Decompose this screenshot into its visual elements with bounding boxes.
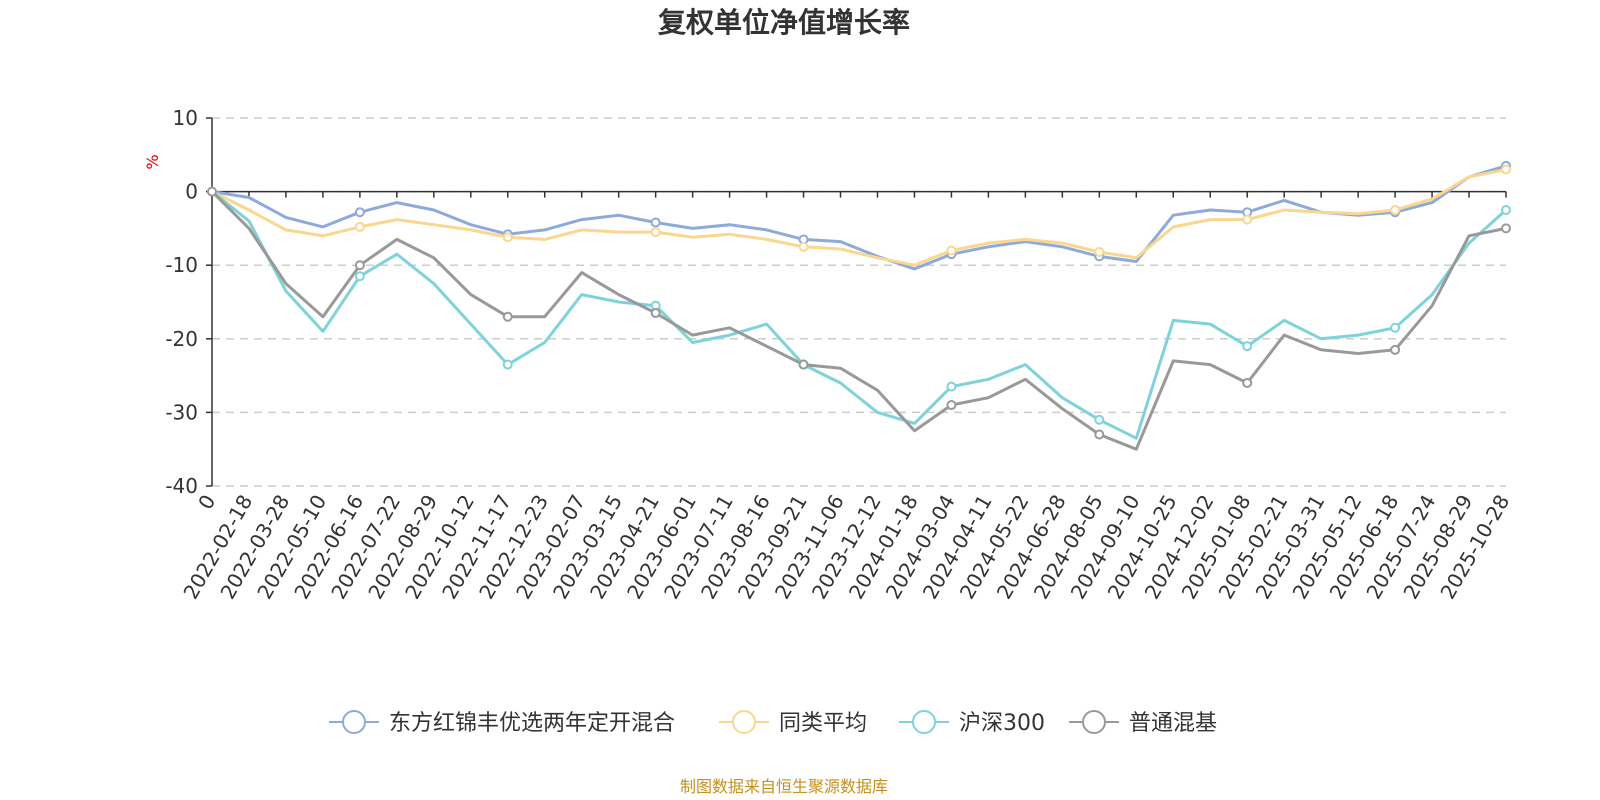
legend-item-1[interactable]: 同类平均: [719, 710, 867, 736]
legend-marker: [1082, 710, 1106, 734]
data-point: [1390, 205, 1401, 215]
source-note: 制图数据来自恒生聚源数据库: [680, 777, 888, 796]
series-1: [207, 164, 1511, 267]
y-tick-label: -10: [165, 253, 198, 277]
legend-item-0[interactable]: 东方红锦丰优选两年定开混合: [329, 710, 675, 736]
data-point: [650, 308, 661, 319]
chart-title: 复权单位净值增长率: [658, 6, 910, 39]
data-point: [354, 221, 365, 232]
data-point: [650, 217, 661, 228]
data-point: [1390, 322, 1401, 333]
data-point: [946, 400, 957, 411]
legend-label: 同类平均: [779, 711, 867, 736]
data-point: [354, 271, 365, 282]
y-tick-label: -30: [165, 400, 198, 424]
series-group: [207, 160, 1511, 451]
data-point: [1242, 377, 1253, 388]
series-line: [210, 190, 1507, 451]
legend-label: 沪深300: [959, 711, 1045, 736]
data-point: [502, 311, 513, 322]
data-point: [354, 207, 365, 218]
legend[interactable]: 东方红锦丰优选两年定开混合 同类平均 沪深300 普通混基: [329, 710, 1217, 736]
legend-marker: [912, 710, 936, 734]
legend-item-3[interactable]: 普通混基: [1069, 710, 1217, 736]
data-point: [1094, 246, 1105, 257]
data-point: [1094, 414, 1105, 425]
y-ticks: 10 0 -10 -20 -30 -40: [165, 106, 212, 498]
data-point: [946, 245, 957, 256]
legend-item-2[interactable]: 沪深300: [899, 710, 1045, 736]
data-point: [1501, 164, 1511, 175]
data-point: [798, 241, 809, 252]
series-2: [207, 186, 1511, 440]
data-point: [1501, 205, 1511, 215]
data-point: [798, 359, 809, 370]
legend-marker: [342, 710, 366, 734]
legend-marker: [732, 710, 756, 734]
y-tick-label: -20: [165, 327, 198, 351]
data-point: [1242, 341, 1253, 352]
series-line: [211, 168, 1507, 267]
data-point: [946, 381, 957, 392]
series-line: [211, 190, 1508, 440]
data-point: [502, 359, 513, 370]
data-point: [502, 232, 513, 243]
data-point: [207, 186, 217, 197]
data-point: [1242, 214, 1253, 225]
data-point: [354, 260, 365, 271]
y-tick-label: 10: [173, 106, 198, 130]
data-point: [1501, 223, 1511, 234]
x-tick-label: 0: [193, 491, 220, 514]
y-tick-label: 0: [185, 180, 198, 204]
y-axis-unit: %: [143, 154, 162, 169]
data-point: [1390, 344, 1401, 355]
data-point: [1094, 429, 1105, 440]
legend-label: 东方红锦丰优选两年定开混合: [389, 711, 675, 736]
grid: [212, 117, 1506, 487]
legend-label: 普通混基: [1129, 711, 1217, 736]
y-tick-label: -40: [165, 474, 198, 498]
data-point: [650, 227, 661, 238]
series-3: [207, 186, 1511, 451]
axes: [211, 118, 1506, 486]
series-line: [211, 164, 1507, 271]
